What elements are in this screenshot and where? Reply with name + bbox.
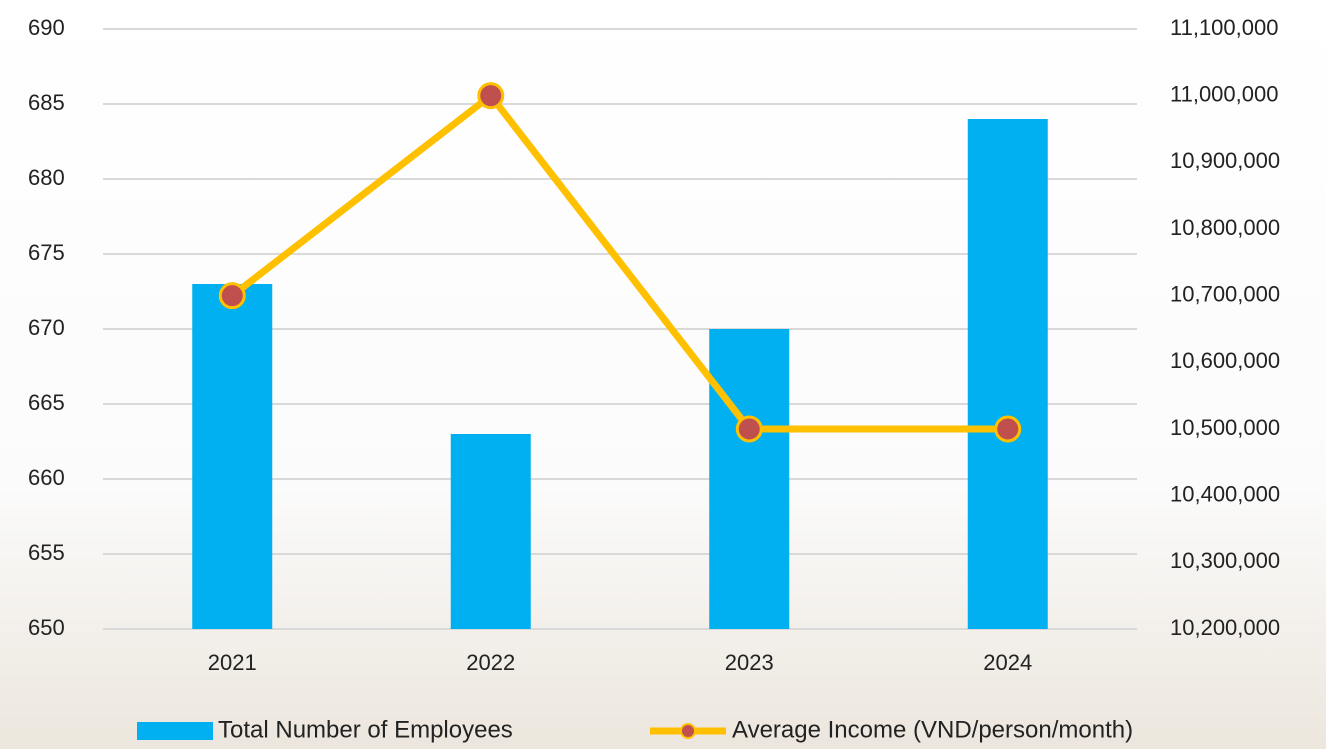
y-tick-label: 685 [28,90,65,115]
legend-swatch [137,722,213,740]
y2-tick-label: 10,200,000 [1170,615,1280,640]
line-marker [218,282,246,310]
y-tick-label: 660 [28,465,65,490]
bar [450,434,531,629]
x-tick-label: 2021 [208,650,257,675]
y2-tick-label: 10,500,000 [1170,415,1280,440]
line-marker [994,415,1022,443]
y2-tick-label: 11,000,000 [1170,81,1278,106]
x-tick-label: 2022 [466,650,515,675]
bar [709,329,790,629]
x-tick-label: 2023 [725,650,774,675]
y2-tick-label: 10,800,000 [1170,215,1280,240]
y-tick-label: 690 [28,15,65,40]
y-tick-label: 680 [28,165,65,190]
bar [967,119,1048,629]
line-marker [477,82,505,110]
x-tick-label: 2024 [983,650,1032,675]
y-tick-label: 665 [28,390,65,415]
y2-tick-label: 10,600,000 [1170,348,1280,373]
y2-tick-label: 10,900,000 [1170,148,1280,173]
y-tick-label: 675 [28,240,65,265]
y-tick-label: 655 [28,540,65,565]
y2-tick-label: 10,700,000 [1170,281,1280,306]
bar [192,284,273,629]
line [230,92,1008,433]
y-tick-label: 670 [28,315,65,340]
y2-tick-label: 10,300,000 [1170,548,1280,573]
legend-marker [680,723,696,739]
y-tick-label: 650 [28,615,65,640]
line-marker [735,415,763,443]
y2-tick-label: 10,400,000 [1170,481,1280,506]
legend-label: Total Number of Employees [218,716,513,743]
legend-label: Average Income (VND/person/month) [732,716,1133,743]
y2-tick-label: 11,100,000 [1170,15,1278,40]
